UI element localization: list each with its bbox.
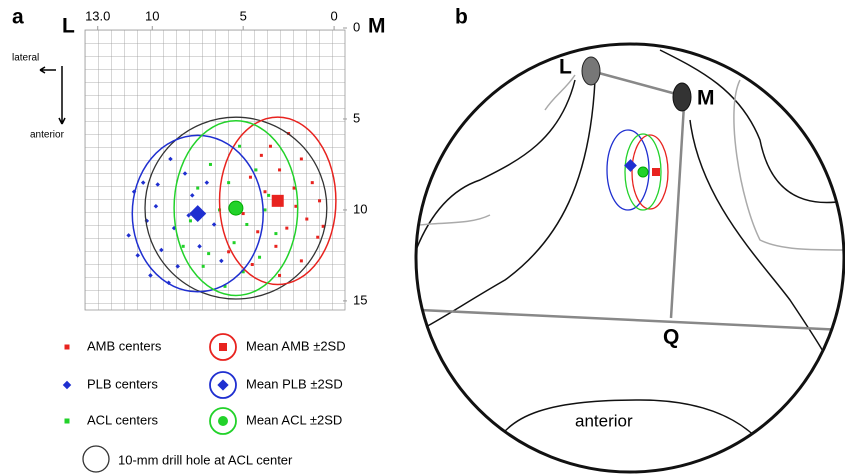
point bbox=[196, 186, 200, 190]
legend-marker bbox=[209, 333, 237, 361]
point bbox=[238, 144, 242, 148]
point bbox=[278, 273, 282, 277]
point bbox=[201, 264, 205, 268]
y-tick-label: 0 bbox=[353, 19, 360, 34]
point bbox=[232, 241, 236, 245]
label-q: Q bbox=[663, 326, 679, 349]
legend-marker bbox=[82, 445, 110, 473]
direction-label: lateral bbox=[12, 53, 39, 64]
grid-background bbox=[84, 29, 346, 311]
mean-marker bbox=[189, 205, 207, 223]
point bbox=[299, 259, 303, 263]
point bbox=[148, 273, 153, 278]
x-tick-label: 5 bbox=[240, 8, 247, 23]
point bbox=[278, 168, 282, 172]
label-m: M bbox=[697, 87, 715, 110]
point bbox=[274, 232, 278, 236]
acl-ellipse bbox=[624, 133, 662, 211]
point bbox=[175, 264, 180, 269]
point bbox=[188, 219, 192, 223]
point bbox=[318, 199, 322, 203]
point bbox=[259, 153, 263, 157]
legend-label: PLB centers bbox=[87, 376, 158, 391]
x-tick-label: 0 bbox=[330, 8, 337, 23]
legend-label: Mean AMB ±2SD bbox=[246, 338, 346, 353]
point bbox=[245, 222, 249, 226]
side-label: L bbox=[62, 15, 75, 38]
sd-ellipse bbox=[218, 116, 337, 286]
point bbox=[321, 224, 325, 228]
y-tick-label: 5 bbox=[353, 110, 360, 125]
point bbox=[299, 157, 303, 161]
point bbox=[250, 263, 254, 267]
point bbox=[263, 190, 267, 194]
amb-ellipse bbox=[631, 134, 669, 210]
point bbox=[294, 204, 298, 208]
legend-label: ACL centers bbox=[87, 412, 159, 427]
point bbox=[254, 168, 258, 172]
point bbox=[241, 270, 245, 274]
point bbox=[258, 255, 262, 259]
legend-marker bbox=[209, 407, 237, 435]
plot: 13.0 10 5 0 0 5 10 15 AMB centers PLB centers ACL … bbox=[62, 8, 367, 473]
sd-ellipse bbox=[131, 134, 264, 293]
x-tick-label: 10 bbox=[145, 8, 159, 23]
legend-label: Mean PLB ±2SD bbox=[246, 376, 343, 391]
mean-marker bbox=[228, 200, 244, 216]
panel-label: a bbox=[12, 6, 24, 29]
mean-marker bbox=[271, 194, 284, 207]
sd-ellipse bbox=[173, 120, 299, 297]
legend-label: AMB centers bbox=[87, 338, 162, 353]
plb-ellipse bbox=[606, 129, 650, 211]
side-label: M bbox=[368, 15, 386, 38]
legend-marker bbox=[62, 380, 72, 390]
panel-label: b bbox=[455, 6, 468, 29]
drill-hole bbox=[144, 116, 328, 300]
legend-label: Mean ACL ±2SD bbox=[246, 412, 342, 427]
point bbox=[227, 181, 231, 185]
y-tick-label: 10 bbox=[353, 201, 367, 216]
amb-marker bbox=[652, 168, 660, 176]
legend-marker bbox=[218, 416, 228, 426]
point bbox=[267, 193, 271, 197]
legend-marker bbox=[219, 343, 227, 351]
point bbox=[316, 235, 320, 239]
legend-marker bbox=[209, 371, 237, 399]
knee-drawing bbox=[416, 49, 844, 471]
point bbox=[256, 230, 260, 234]
point bbox=[263, 208, 267, 212]
legend-marker bbox=[64, 344, 70, 350]
direction-label: anterior bbox=[30, 130, 65, 141]
landmark-m bbox=[672, 82, 692, 112]
point bbox=[181, 244, 185, 248]
point bbox=[207, 252, 211, 256]
point bbox=[223, 284, 227, 288]
view-circle bbox=[414, 42, 845, 474]
point bbox=[292, 186, 296, 190]
landmark-l bbox=[581, 56, 601, 86]
point bbox=[227, 250, 231, 254]
legend-label: 10-mm drill hole at ACL center bbox=[118, 452, 293, 467]
label-anterior: anterior bbox=[575, 411, 633, 430]
point bbox=[208, 162, 212, 166]
acl-marker bbox=[637, 166, 649, 178]
point bbox=[248, 175, 252, 179]
legend-marker bbox=[217, 379, 229, 391]
point bbox=[241, 212, 245, 216]
compass bbox=[39, 66, 66, 125]
point bbox=[310, 181, 314, 185]
x-tick-label: 13.0 bbox=[85, 8, 110, 23]
y-tick-label: 15 bbox=[353, 292, 367, 307]
point bbox=[268, 144, 272, 148]
point bbox=[274, 244, 278, 248]
label-l: L bbox=[559, 56, 572, 79]
legend-marker bbox=[64, 418, 70, 424]
point bbox=[285, 226, 289, 230]
point bbox=[305, 217, 309, 221]
